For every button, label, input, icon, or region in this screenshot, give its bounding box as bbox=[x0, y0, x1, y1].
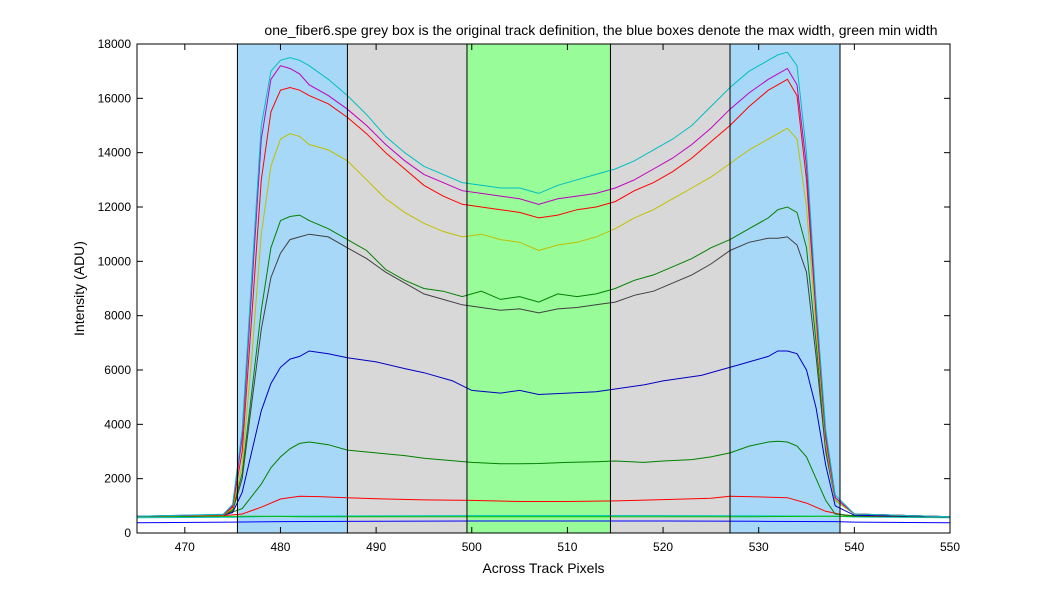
x-tick-label: 530 bbox=[749, 540, 769, 554]
x-tick-label: 520 bbox=[653, 540, 673, 554]
y-axis-label: Intensity (ADU) bbox=[71, 241, 87, 336]
plot-frame bbox=[136, 43, 951, 534]
highlight-regions bbox=[237, 44, 841, 533]
series-line-4 bbox=[136, 495, 951, 518]
region-band bbox=[466, 44, 611, 533]
region-band bbox=[610, 44, 731, 533]
series-line-1 bbox=[136, 520, 951, 524]
y-tick-label: 14000 bbox=[98, 146, 132, 160]
y-tick-label: 16000 bbox=[98, 91, 132, 105]
series-line-10 bbox=[136, 78, 951, 518]
region-band bbox=[237, 44, 348, 533]
x-tick-label: 500 bbox=[462, 540, 482, 554]
y-tick-label: 0 bbox=[124, 526, 131, 540]
x-tick-label: 540 bbox=[844, 540, 864, 554]
series-line-3 bbox=[136, 515, 951, 518]
y-axis-ticks: 0 2000 4000 6000 8000 10000 12000 14000 16000 180… bbox=[98, 37, 950, 540]
x-tick-label: 510 bbox=[557, 540, 577, 554]
region-band bbox=[347, 44, 467, 533]
y-tick-label: 8000 bbox=[104, 309, 131, 323]
x-tick-label: 550 bbox=[940, 540, 960, 554]
series-line-9 bbox=[136, 127, 951, 518]
y-tick-label: 4000 bbox=[104, 417, 131, 431]
y-tick-label: 18000 bbox=[98, 37, 132, 51]
series-line-5 bbox=[136, 440, 951, 518]
series-lines bbox=[136, 51, 951, 524]
chart-title: one_fiber6.spe grey box is the original … bbox=[264, 22, 937, 38]
x-tick-label: 470 bbox=[175, 540, 195, 554]
y-tick-label: 6000 bbox=[104, 363, 131, 377]
x-axis-ticks: 470 480 490 500 510 520 530 540 550 bbox=[175, 44, 960, 554]
series-line-6 bbox=[136, 350, 951, 518]
series-line-11 bbox=[136, 65, 951, 518]
series-line-12 bbox=[136, 51, 951, 518]
y-tick-label: 10000 bbox=[98, 254, 132, 268]
y-tick-label: 12000 bbox=[98, 200, 132, 214]
x-tick-label: 480 bbox=[270, 540, 290, 554]
x-tick-label: 490 bbox=[366, 540, 386, 554]
y-tick-label: 2000 bbox=[104, 472, 131, 486]
series-line-8 bbox=[136, 206, 951, 518]
x-axis-label: Across Track Pixels bbox=[482, 560, 604, 576]
region-boundaries bbox=[236, 44, 841, 533]
series-line-7 bbox=[136, 233, 951, 518]
region-band bbox=[730, 44, 841, 533]
